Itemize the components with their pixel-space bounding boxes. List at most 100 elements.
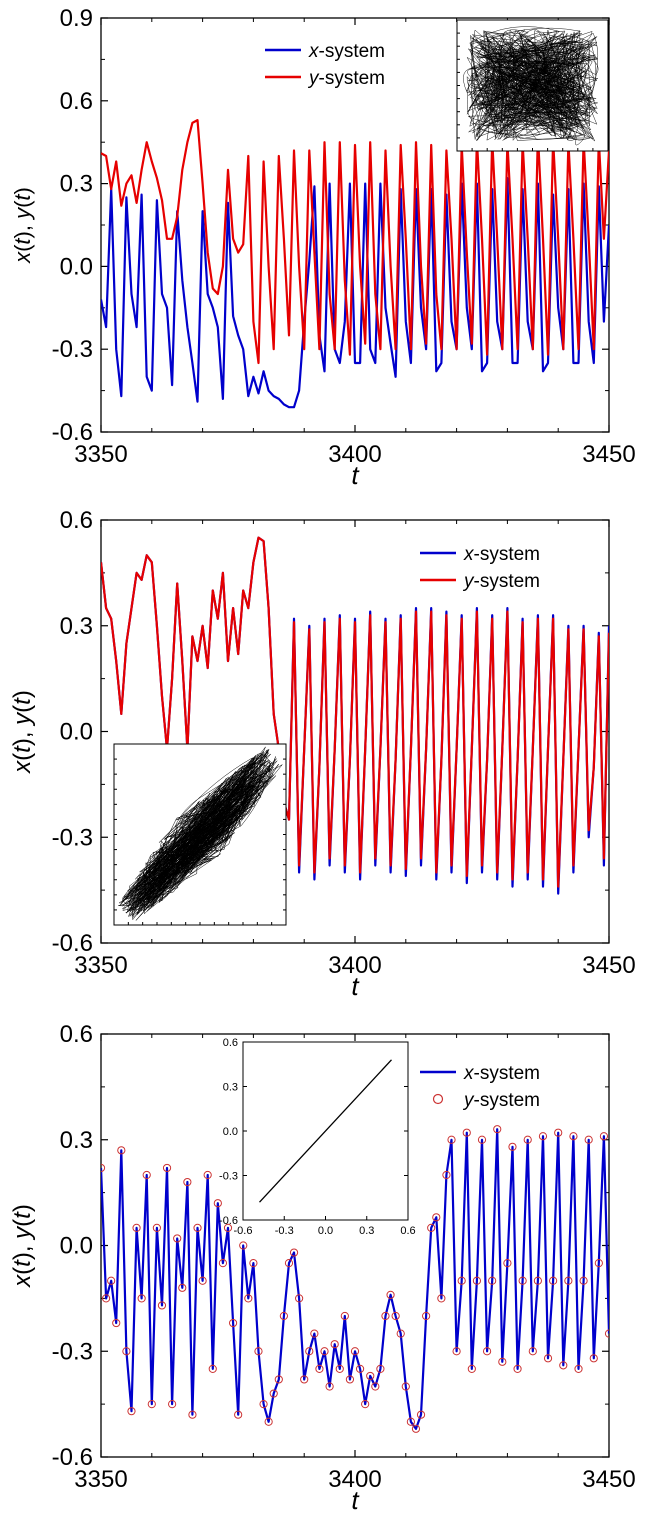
data-point-y-system <box>508 1142 517 1151</box>
data-point-y-system <box>401 1382 410 1391</box>
series-line-y-system <box>101 119 609 365</box>
data-point-y-system <box>355 1364 365 1373</box>
data-point-y-system <box>584 1135 593 1144</box>
data-point-y-system <box>107 1276 116 1285</box>
data-point-y-system <box>528 1347 537 1356</box>
data-point-y-system <box>340 1311 349 1321</box>
data-point-y-system <box>482 1347 492 1356</box>
data-point-y-system <box>295 1294 304 1303</box>
legend-label: y-system <box>462 571 540 592</box>
panel-2: -0.6 -0.3 0.0 0.3 0.6 3350 3400 3450 t x(t), y(t)… <box>9 507 636 1001</box>
data-point-y-system <box>198 1276 207 1285</box>
y-tick-label: 0.6 <box>60 507 93 534</box>
x-axis-label: t <box>351 460 360 490</box>
data-point-y-system <box>300 1375 309 1384</box>
data-point-y-system <box>162 1163 172 1173</box>
y-tick-label: 0.0 <box>60 1233 93 1260</box>
data-point-y-system <box>554 1128 563 1137</box>
inset-x-tick-label: 0.3 <box>359 1225 374 1237</box>
data-point-y-system <box>183 1177 192 1187</box>
series-line-x-system <box>101 177 609 409</box>
data-point-y-system <box>147 1400 156 1409</box>
inset-curve <box>118 746 283 921</box>
legend-swatch <box>432 1093 444 1105</box>
y-tick-label: 0.3 <box>60 613 93 640</box>
y-axis-label: x(t), y(t) <box>9 1204 36 1288</box>
data-point-y-system <box>589 1354 598 1363</box>
data-point-y-system <box>152 1223 161 1232</box>
data-point-y-system <box>305 1347 314 1356</box>
y-tick-label: -0.3 <box>52 1338 93 1365</box>
x-tick-label: 3450 <box>582 1466 635 1493</box>
data-point-y-system <box>427 1223 436 1232</box>
data-point-y-system <box>127 1407 136 1416</box>
inset-trajectory <box>118 746 283 921</box>
data-point-y-system <box>422 1311 431 1321</box>
y-tick-label: 0.0 <box>60 253 93 280</box>
data-point-y-system <box>371 1382 380 1391</box>
data-point-y-system <box>559 1361 568 1370</box>
data-point-y-system <box>406 1417 415 1426</box>
data-point-y-system <box>574 1364 583 1373</box>
data-point-y-system <box>310 1329 319 1338</box>
data-point-y-system <box>523 1135 532 1144</box>
data-point-y-system <box>594 1259 603 1268</box>
data-point-y-system <box>157 1301 167 1310</box>
data-point-y-system <box>538 1132 548 1141</box>
data-point-y-system <box>467 1364 476 1373</box>
inset-x-tick-label: -0.6 <box>234 1225 253 1237</box>
y-tick-label: 0.3 <box>60 171 93 198</box>
data-point-y-system <box>543 1354 553 1363</box>
data-point-y-system <box>234 1410 243 1419</box>
x-axis-label: t <box>351 971 360 1001</box>
y-tick-label: -0.6 <box>52 1444 93 1471</box>
data-point-y-system <box>350 1347 360 1356</box>
inset-sync-line <box>259 1059 392 1203</box>
data-point-y-system <box>447 1135 456 1144</box>
data-point-y-system <box>498 1357 507 1366</box>
data-point-y-system <box>457 1276 466 1285</box>
data-point-y-system <box>462 1128 471 1137</box>
inset-y-tick-label: -0.6 <box>219 1215 238 1227</box>
series-line-x-system <box>101 1128 609 1430</box>
y-tick-label: 0.6 <box>60 1021 93 1048</box>
data-point-y-system <box>264 1417 273 1426</box>
x-tick-label: 3450 <box>582 952 635 979</box>
data-point-y-system <box>452 1347 461 1356</box>
data-point-y-system <box>569 1132 578 1141</box>
data-point-y-system <box>284 1259 294 1268</box>
data-point-y-system <box>533 1276 542 1285</box>
x-tick-label: 3350 <box>74 1466 127 1493</box>
data-point-y-system <box>249 1259 258 1268</box>
legend-label: y-system <box>462 1090 540 1111</box>
legend-label: x-system <box>308 41 385 62</box>
data-point-y-system <box>279 1311 288 1321</box>
data-point-y-system <box>193 1223 202 1232</box>
y-tick-label: 0.9 <box>60 5 93 32</box>
data-point-y-system <box>416 1410 426 1419</box>
data-point-y-system <box>254 1347 263 1356</box>
x-tick-label: 3450 <box>582 441 635 468</box>
data-point-y-system <box>320 1347 329 1356</box>
data-point-y-system <box>173 1234 182 1243</box>
data-point-y-system <box>432 1213 441 1222</box>
y-tick-label: -0.3 <box>52 336 93 363</box>
data-point-y-system <box>549 1276 558 1285</box>
data-point-y-system <box>168 1400 177 1409</box>
data-point-y-system <box>325 1382 334 1391</box>
panel-3: -0.6 -0.3 0.0 0.3 0.6 3350 3400 3450 t x(t), y(t)… <box>9 1021 636 1513</box>
data-point-y-system <box>391 1311 400 1321</box>
data-point-y-system <box>503 1259 512 1268</box>
data-point-y-system <box>513 1364 522 1373</box>
data-point-y-system <box>381 1311 390 1321</box>
data-point-y-system <box>442 1170 451 1180</box>
data-point-y-system <box>345 1375 355 1384</box>
data-point-y-system <box>213 1199 222 1208</box>
data-point-y-system <box>101 1294 111 1303</box>
data-point-y-system <box>330 1340 339 1349</box>
data-point-y-system <box>361 1400 370 1409</box>
data-point-y-system <box>244 1294 253 1303</box>
plot-area <box>101 536 609 895</box>
data-point-y-system <box>564 1276 573 1285</box>
